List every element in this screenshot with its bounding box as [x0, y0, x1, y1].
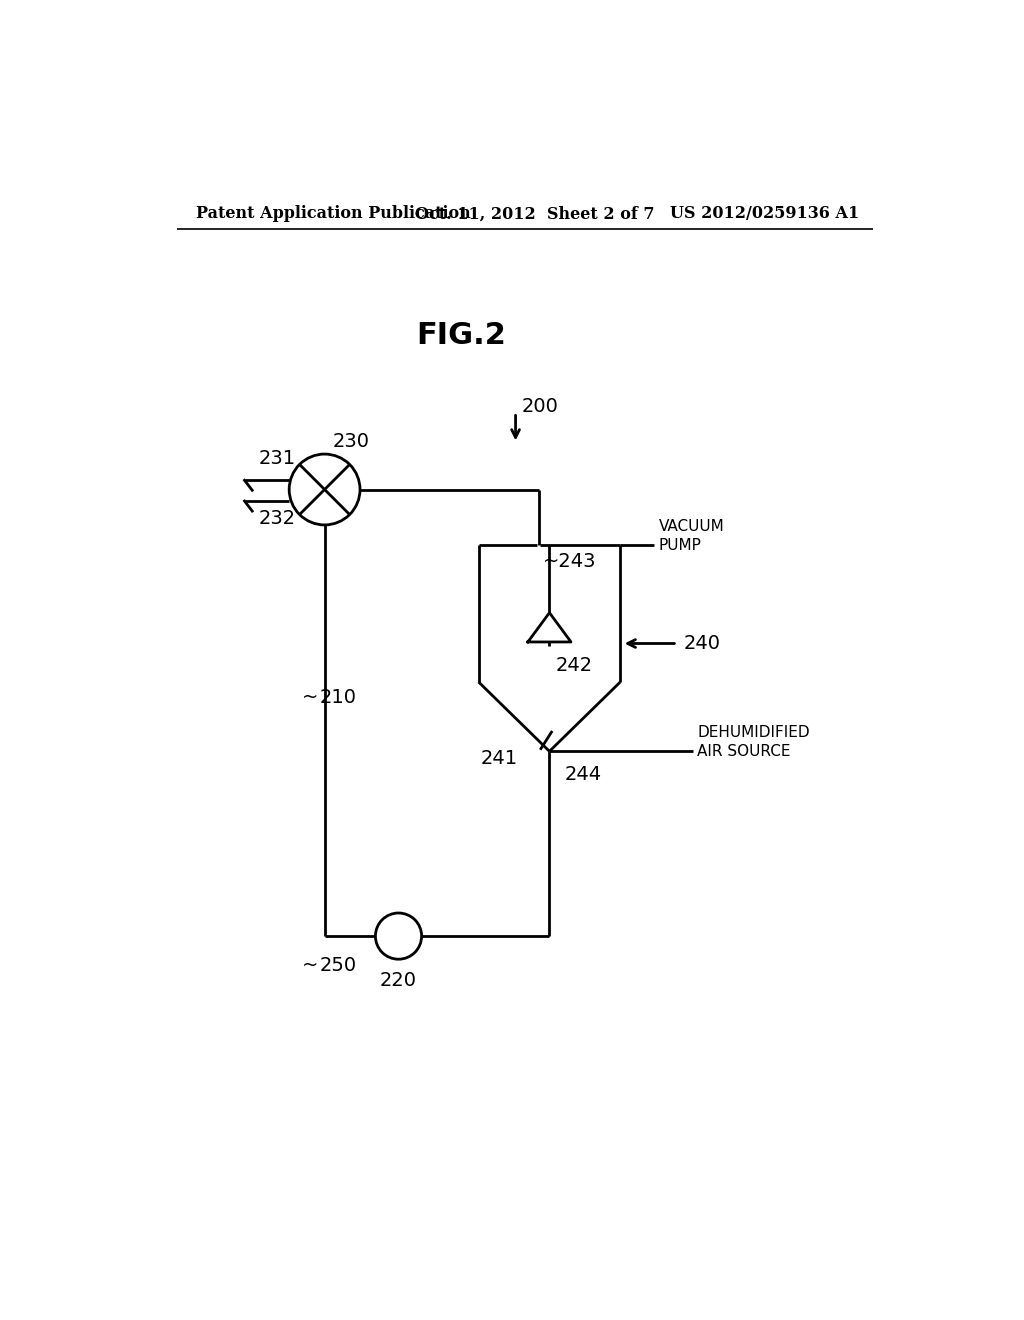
Text: 241: 241: [480, 750, 517, 768]
Text: ~243: ~243: [543, 552, 596, 572]
Text: VACUUM
PUMP: VACUUM PUMP: [658, 519, 725, 553]
Text: US 2012/0259136 A1: US 2012/0259136 A1: [670, 206, 859, 222]
Text: ~: ~: [302, 956, 318, 975]
Text: 242: 242: [556, 656, 593, 675]
Text: ~: ~: [302, 688, 318, 708]
Text: 210: 210: [319, 688, 357, 708]
Text: 232: 232: [258, 510, 296, 528]
Text: DEHUMIDIFIED
AIR SOURCE: DEHUMIDIFIED AIR SOURCE: [697, 725, 810, 759]
Text: 200: 200: [521, 397, 559, 416]
Text: FIG.2: FIG.2: [417, 321, 507, 350]
Text: 220: 220: [380, 970, 417, 990]
Text: Patent Application Publication: Patent Application Publication: [196, 206, 471, 222]
Text: 230: 230: [333, 432, 370, 451]
Text: 231: 231: [258, 449, 296, 469]
Text: 240: 240: [683, 634, 721, 653]
Text: 250: 250: [319, 956, 357, 975]
Text: 244: 244: [565, 764, 602, 784]
Text: Oct. 11, 2012  Sheet 2 of 7: Oct. 11, 2012 Sheet 2 of 7: [416, 206, 655, 222]
